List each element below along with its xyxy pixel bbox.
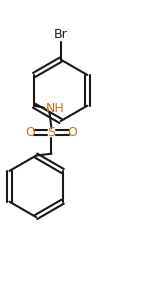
Text: NH: NH <box>46 102 64 115</box>
Text: O: O <box>25 126 35 139</box>
Text: O: O <box>68 126 77 139</box>
Text: S: S <box>47 126 55 139</box>
Text: Br: Br <box>54 28 68 41</box>
